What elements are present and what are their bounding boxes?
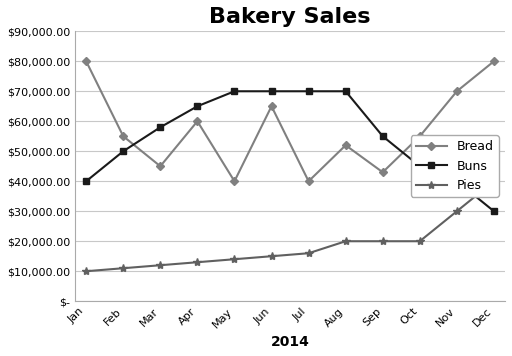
Bread bbox=[380, 170, 386, 174]
Pies bbox=[195, 260, 201, 265]
Pies bbox=[157, 263, 163, 267]
Line: Buns: Buns bbox=[83, 89, 497, 214]
Bread bbox=[195, 119, 201, 124]
Buns bbox=[231, 89, 238, 93]
Bread bbox=[306, 179, 312, 183]
Bread bbox=[491, 59, 497, 63]
Legend: Bread, Buns, Pies: Bread, Buns, Pies bbox=[411, 136, 499, 197]
Pies bbox=[268, 254, 274, 258]
Buns bbox=[268, 89, 274, 93]
Line: Pies: Pies bbox=[82, 177, 498, 276]
X-axis label: 2014: 2014 bbox=[271, 335, 309, 349]
Bread bbox=[268, 104, 274, 108]
Pies bbox=[417, 239, 423, 244]
Buns bbox=[343, 89, 349, 93]
Line: Bread: Bread bbox=[83, 58, 497, 184]
Buns bbox=[120, 149, 126, 153]
Buns bbox=[417, 164, 423, 168]
Buns bbox=[380, 134, 386, 138]
Buns bbox=[195, 104, 201, 108]
Bread bbox=[231, 179, 238, 183]
Pies bbox=[120, 266, 126, 270]
Pies bbox=[306, 251, 312, 255]
Buns bbox=[157, 125, 163, 129]
Bread bbox=[83, 59, 89, 63]
Bread bbox=[343, 143, 349, 147]
Pies bbox=[454, 209, 460, 213]
Bread bbox=[417, 134, 423, 138]
Bread bbox=[157, 164, 163, 168]
Buns bbox=[306, 89, 312, 93]
Buns bbox=[491, 209, 497, 213]
Pies bbox=[343, 239, 349, 244]
Buns bbox=[83, 179, 89, 183]
Pies bbox=[83, 269, 89, 273]
Pies bbox=[231, 257, 238, 261]
Buns bbox=[454, 179, 460, 183]
Pies bbox=[380, 239, 386, 244]
Bread bbox=[454, 89, 460, 93]
Bread bbox=[120, 134, 126, 138]
Pies bbox=[491, 179, 497, 183]
Title: Bakery Sales: Bakery Sales bbox=[209, 7, 371, 27]
